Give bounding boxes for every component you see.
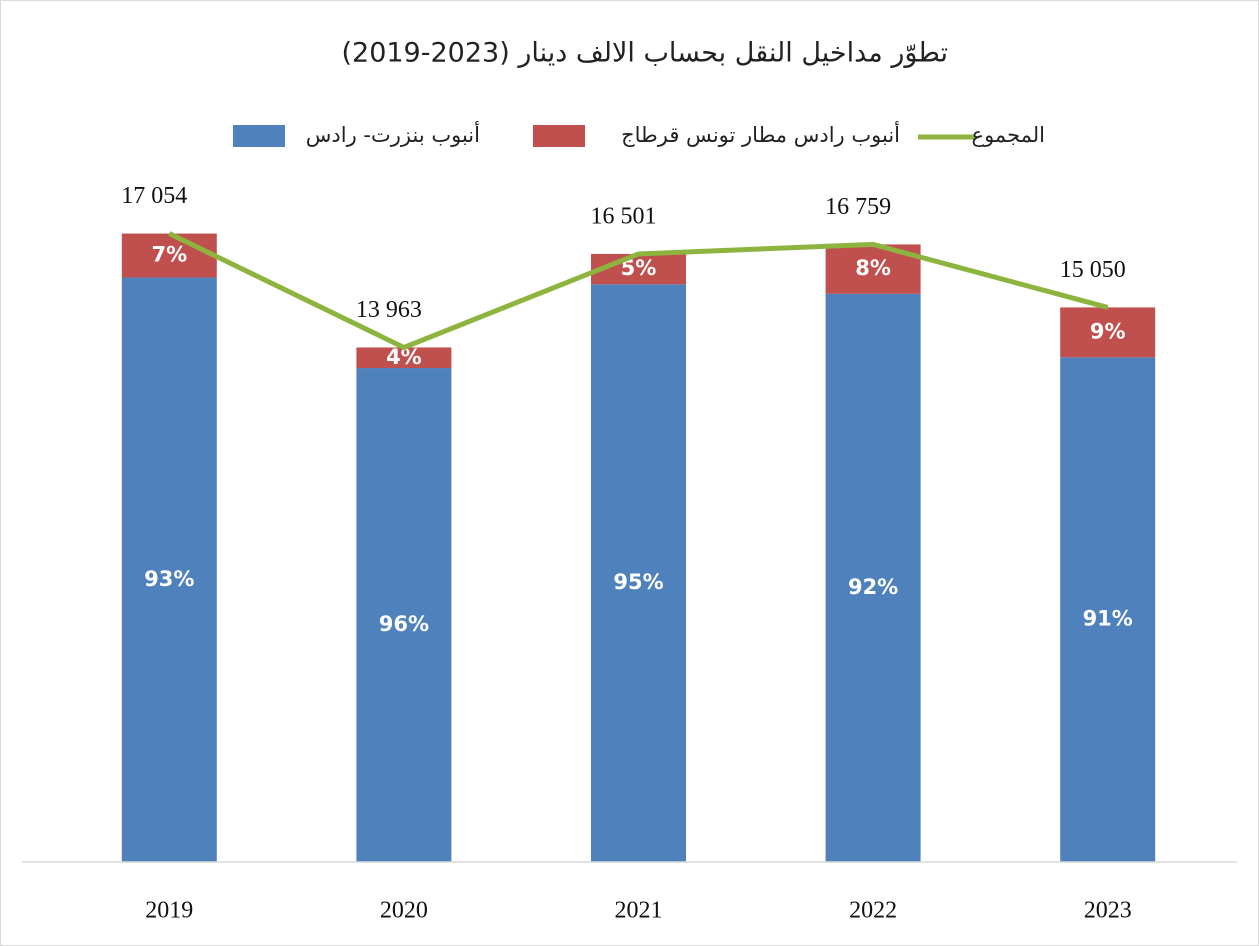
- total-label: 13 963: [356, 297, 422, 323]
- data-label: 7%: [151, 243, 187, 267]
- total-line: [168, 231, 1109, 351]
- total-label: 17 054: [121, 183, 187, 209]
- x-tick-label: 2019: [145, 898, 193, 924]
- data-label: 8%: [855, 256, 891, 280]
- bar-segment: [1060, 357, 1156, 862]
- total-label: 16 759: [825, 194, 891, 220]
- total-label: 16 501: [591, 203, 657, 229]
- legend-label: أنبوب بنزرت- رادس: [306, 121, 480, 147]
- legend-label: أنبوب رادس مطار تونس قرطاج: [621, 121, 900, 148]
- data-label: 96%: [379, 612, 429, 636]
- bar-segment: [825, 293, 921, 862]
- bar-segment: [121, 277, 217, 862]
- data-label: 91%: [1083, 607, 1133, 631]
- bar-segment: [591, 284, 686, 862]
- legend-swatch: [233, 125, 285, 147]
- x-tick-label: 2023: [1084, 898, 1132, 924]
- total-label: 15 050: [1060, 257, 1126, 283]
- data-label: 95%: [613, 570, 663, 594]
- data-label: 92%: [848, 575, 898, 599]
- bar-segment: [121, 233, 217, 278]
- x-tick-label: 2021: [615, 898, 663, 924]
- legend-label: المجموع: [972, 123, 1045, 147]
- bar-segment: [356, 368, 452, 862]
- data-label: 93%: [144, 567, 194, 591]
- x-tick-label: 2020: [380, 898, 428, 924]
- x-tick-label: 2022: [849, 898, 897, 924]
- bar-segment: [356, 347, 452, 369]
- bar-segment: [1060, 307, 1156, 358]
- legend-swatch: [533, 125, 585, 147]
- data-label: 9%: [1090, 319, 1126, 343]
- chart-title: تطوّر مداخيل النقل بحساب الالف دينار (20…: [341, 38, 948, 69]
